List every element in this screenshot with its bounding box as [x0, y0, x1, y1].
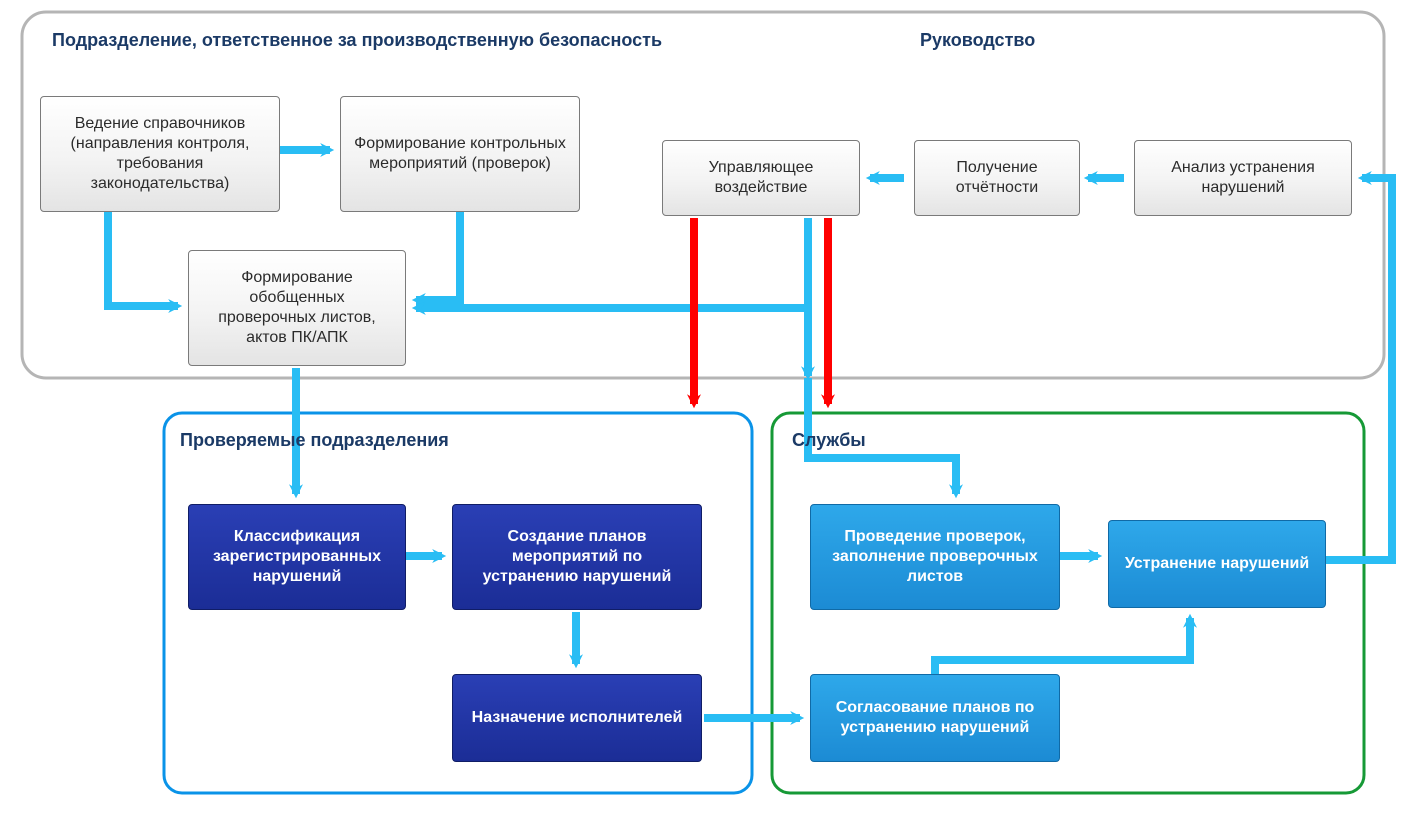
node-n5: Анализ устранения нарушений	[1134, 140, 1352, 216]
arrow-2	[416, 212, 460, 300]
node-n12: Согласование планов по устранению наруше…	[810, 674, 1060, 762]
node-label-n10: Проведение проверок, заполнение провероч…	[821, 527, 1049, 587]
node-n8: Создание планов мероприятий по устранени…	[452, 504, 702, 610]
node-label-n8: Создание планов мероприятий по устранени…	[463, 527, 691, 587]
node-n2: Формирование контрольных мероприятий (пр…	[340, 96, 580, 212]
title-dept: Проверяемые подразделения	[180, 430, 449, 451]
node-label-n4: Получение отчётности	[925, 158, 1069, 198]
node-n1: Ведение справочников (направления контро…	[40, 96, 280, 212]
node-label-n12: Согласование планов по устранению наруше…	[821, 698, 1049, 738]
node-n10: Проведение проверок, заполнение провероч…	[810, 504, 1060, 610]
node-label-n6: Формирование обобщенных проверочных лист…	[199, 268, 395, 348]
arrow-13	[935, 618, 1190, 674]
node-n11: Устранение нарушений	[1108, 520, 1326, 608]
node-label-n11: Устранение нарушений	[1125, 554, 1309, 574]
node-n4: Получение отчётности	[914, 140, 1080, 216]
node-n6: Формирование обобщенных проверочных лист…	[188, 250, 406, 366]
title-top-right: Руководство	[920, 30, 1035, 51]
node-label-n9: Назначение исполнителей	[472, 708, 683, 728]
title-top-left: Подразделение, ответственное за производ…	[52, 30, 662, 51]
arrow-14	[1326, 178, 1392, 560]
title-services: Службы	[792, 430, 866, 451]
node-label-n7: Классификация зарегистрированных нарушен…	[199, 527, 395, 587]
node-label-n3: Управляющее воздействие	[673, 158, 849, 198]
node-label-n2: Формирование контрольных мероприятий (пр…	[351, 134, 569, 174]
node-label-n5: Анализ устранения нарушений	[1145, 158, 1341, 198]
node-n7: Классификация зарегистрированных нарушен…	[188, 504, 406, 610]
node-n3: Управляющее воздействие	[662, 140, 860, 216]
arrow-1	[108, 212, 178, 306]
arrow-5	[416, 218, 808, 308]
node-label-n1: Ведение справочников (направления контро…	[51, 114, 269, 194]
node-n9: Назначение исполнителей	[452, 674, 702, 762]
